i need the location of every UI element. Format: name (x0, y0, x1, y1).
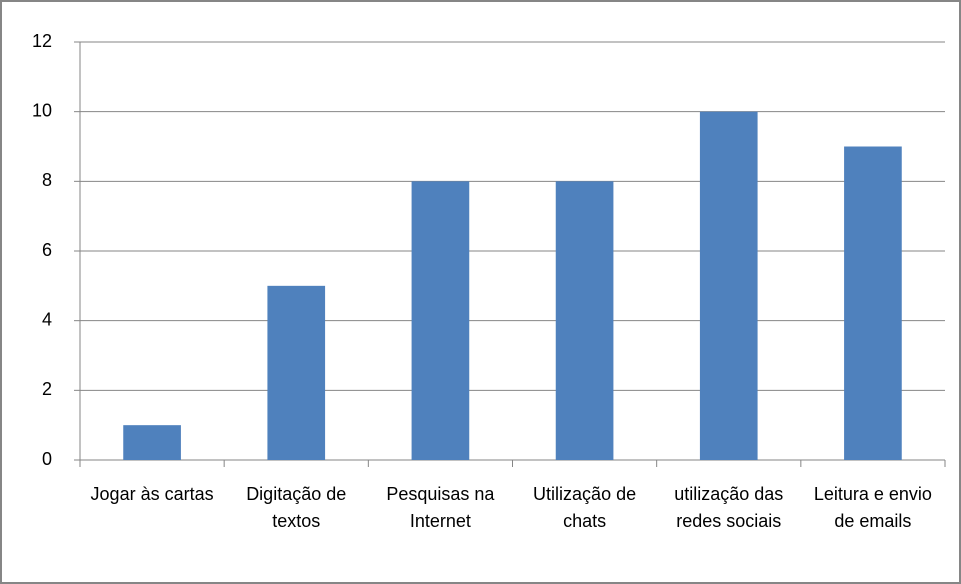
y-tick-label: 10 (32, 100, 52, 120)
bar (844, 146, 902, 460)
bar (123, 425, 181, 460)
y-tick-label: 4 (42, 309, 52, 329)
bar (411, 181, 470, 461)
bar (699, 111, 758, 461)
y-tick-label: 6 (42, 240, 52, 260)
x-tick-label: Utilização de chats (533, 484, 637, 531)
bar (555, 181, 614, 461)
y-tick-label: 12 (32, 31, 52, 51)
x-tick-label: Digitação de textos (246, 484, 347, 531)
x-tick-label: utilização das redes sociais (674, 484, 784, 531)
x-tick-label: Pesquisas na Internet (386, 484, 495, 531)
y-tick-label: 8 (42, 170, 52, 190)
bar (267, 285, 326, 460)
y-tick-label: 2 (42, 379, 52, 399)
x-tick-label: Leitura e envio de emails (813, 484, 932, 531)
y-tick-label: 0 (42, 449, 52, 469)
x-tick-label: Jogar às cartas (90, 484, 214, 504)
